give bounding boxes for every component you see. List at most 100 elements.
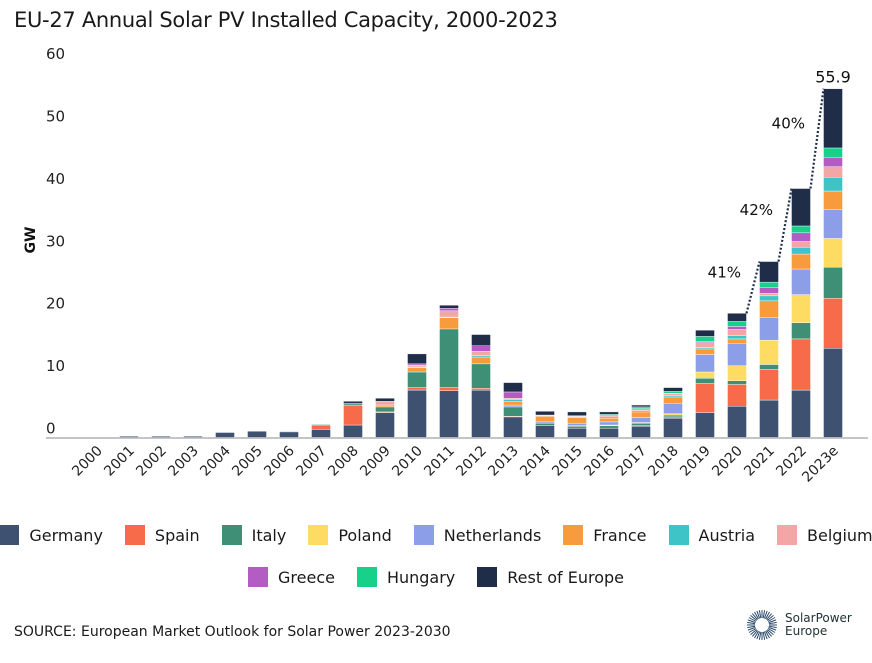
bar-segment-france [823,190,843,210]
bar-segment-poland [823,238,843,268]
logo-line1: SolarPower [785,611,852,625]
x-tick-label: 2008 [325,443,362,480]
bar-segment-belgium [375,401,395,406]
bar-segment-belgium [407,364,427,368]
bar-segment-netherlands [727,343,747,366]
x-tick-label: 2006 [261,443,298,480]
bar-segment-rest-of-europe [759,261,779,283]
bar-segment-netherlands [695,354,715,373]
bar-segment-netherlands [663,402,683,414]
bar-segment-spain [439,387,459,391]
bar-segment-hungary [823,147,843,158]
bar-segment-germany [375,412,395,438]
bar-segment-france [631,411,651,418]
legend-swatch [477,567,498,587]
bar-segment-greece [471,345,491,352]
logo-line2: Europe [785,624,828,638]
sun-logo-icon [747,610,777,640]
bar-segment-france [535,416,555,423]
bar-segment-france [567,417,587,424]
total-label: 55.9 [815,68,851,87]
legend-item: Germany [0,525,103,545]
bar-segment-belgium [759,293,779,297]
legend-item: Netherlands [413,525,541,545]
bar-segment-belgium [471,351,491,356]
bar-segment-france [503,401,523,406]
bar-segment-greece [503,391,523,399]
bar-segment-austria [727,335,747,340]
legend-item: Poland [308,525,392,545]
bar-segment-germany [791,389,811,438]
bar-segment-italy [535,422,555,426]
bar-segment-hungary [727,321,747,327]
bar-segment-netherlands [791,268,811,295]
bar-segment-germany [279,431,299,438]
bar-segment-spain [695,383,715,413]
bar-segment-france [471,356,491,365]
legend-swatch [0,525,20,545]
legend-label: Poland [338,525,392,545]
legend-swatch [356,567,377,587]
bar-segment-netherlands [631,417,651,423]
x-tick-label: 2009 [357,443,394,480]
x-tick-label: 2012 [453,443,490,480]
source-note: SOURCE: European Market Outlook for Sola… [14,624,451,640]
x-tick-label: 2004 [197,443,234,480]
bar-segment-italy [727,380,747,385]
legend-item: Greece [248,567,335,587]
legend-item: Rest of Europe [477,567,624,587]
bar-segment-rest-of-europe [631,404,651,408]
legend-swatch [668,525,689,545]
bar-segment-belgium [727,329,747,336]
y-tick-label: 60 [46,45,65,63]
bar-segment-rest-of-europe [823,88,843,149]
legend-row: Germany Spain Italy Poland Netherlands France… [0,525,872,545]
bar-segment-austria [791,246,811,255]
bar-segment-germany [823,348,843,438]
bar-segment-greece [439,308,459,312]
bar-segment-germany [311,429,331,438]
bar-segment-greece [727,326,747,330]
x-tick-label: 2023e [799,443,842,486]
bar-segment-belgium [439,310,459,318]
bar-segment-hungary [759,281,779,288]
bar-segment-greece [791,232,811,242]
bar-segment-rest-of-europe [503,382,523,393]
legend-row: Greece Hungary Rest of Europe [0,567,872,587]
bar-segment-spain [823,298,843,349]
bar-segment-netherlands [759,317,779,341]
legend-item: Spain [124,525,200,545]
bar-segment-germany [631,426,651,438]
bar-segment-poland [727,365,747,381]
x-tick-label: 2014 [517,443,554,480]
growth-dotted-line [777,188,793,262]
x-tick-label: 2002 [133,443,170,480]
bar-segment-italy [695,378,715,384]
bar-segment-germany [215,432,235,438]
legend-label: Rest of Europe [507,567,624,587]
bar-segment-germany [503,416,523,438]
bar-segment-germany [471,389,491,438]
bar-segment-france [407,367,427,373]
bar-segment-italy [503,406,523,417]
x-tick-label: 2001 [101,443,138,480]
bar-segment-rest-of-europe [375,397,395,402]
bar-segment-rest-of-europe [599,411,619,415]
bar-segment-rest-of-europe [343,401,363,404]
bar-segment-rest-of-europe [439,305,459,309]
bar-segment-austria [759,295,779,302]
bar-segment-germany [151,436,171,438]
bar-segment-austria [503,399,523,402]
bar-segment-hungary [663,391,683,394]
bar-segment-france [727,338,747,344]
bar-segment-italy [599,425,619,429]
y-axis-label: GW [23,227,39,254]
bar-segment-germany [695,412,715,438]
bar-segment-spain [791,338,811,391]
x-tick-label: 2017 [613,443,650,480]
bar-segment-italy [471,363,491,389]
x-tick-label: 2011 [421,443,458,480]
bar-segment-netherlands [823,209,843,239]
bar-segment-austria [823,177,843,192]
bar-segment-italy [823,266,843,299]
